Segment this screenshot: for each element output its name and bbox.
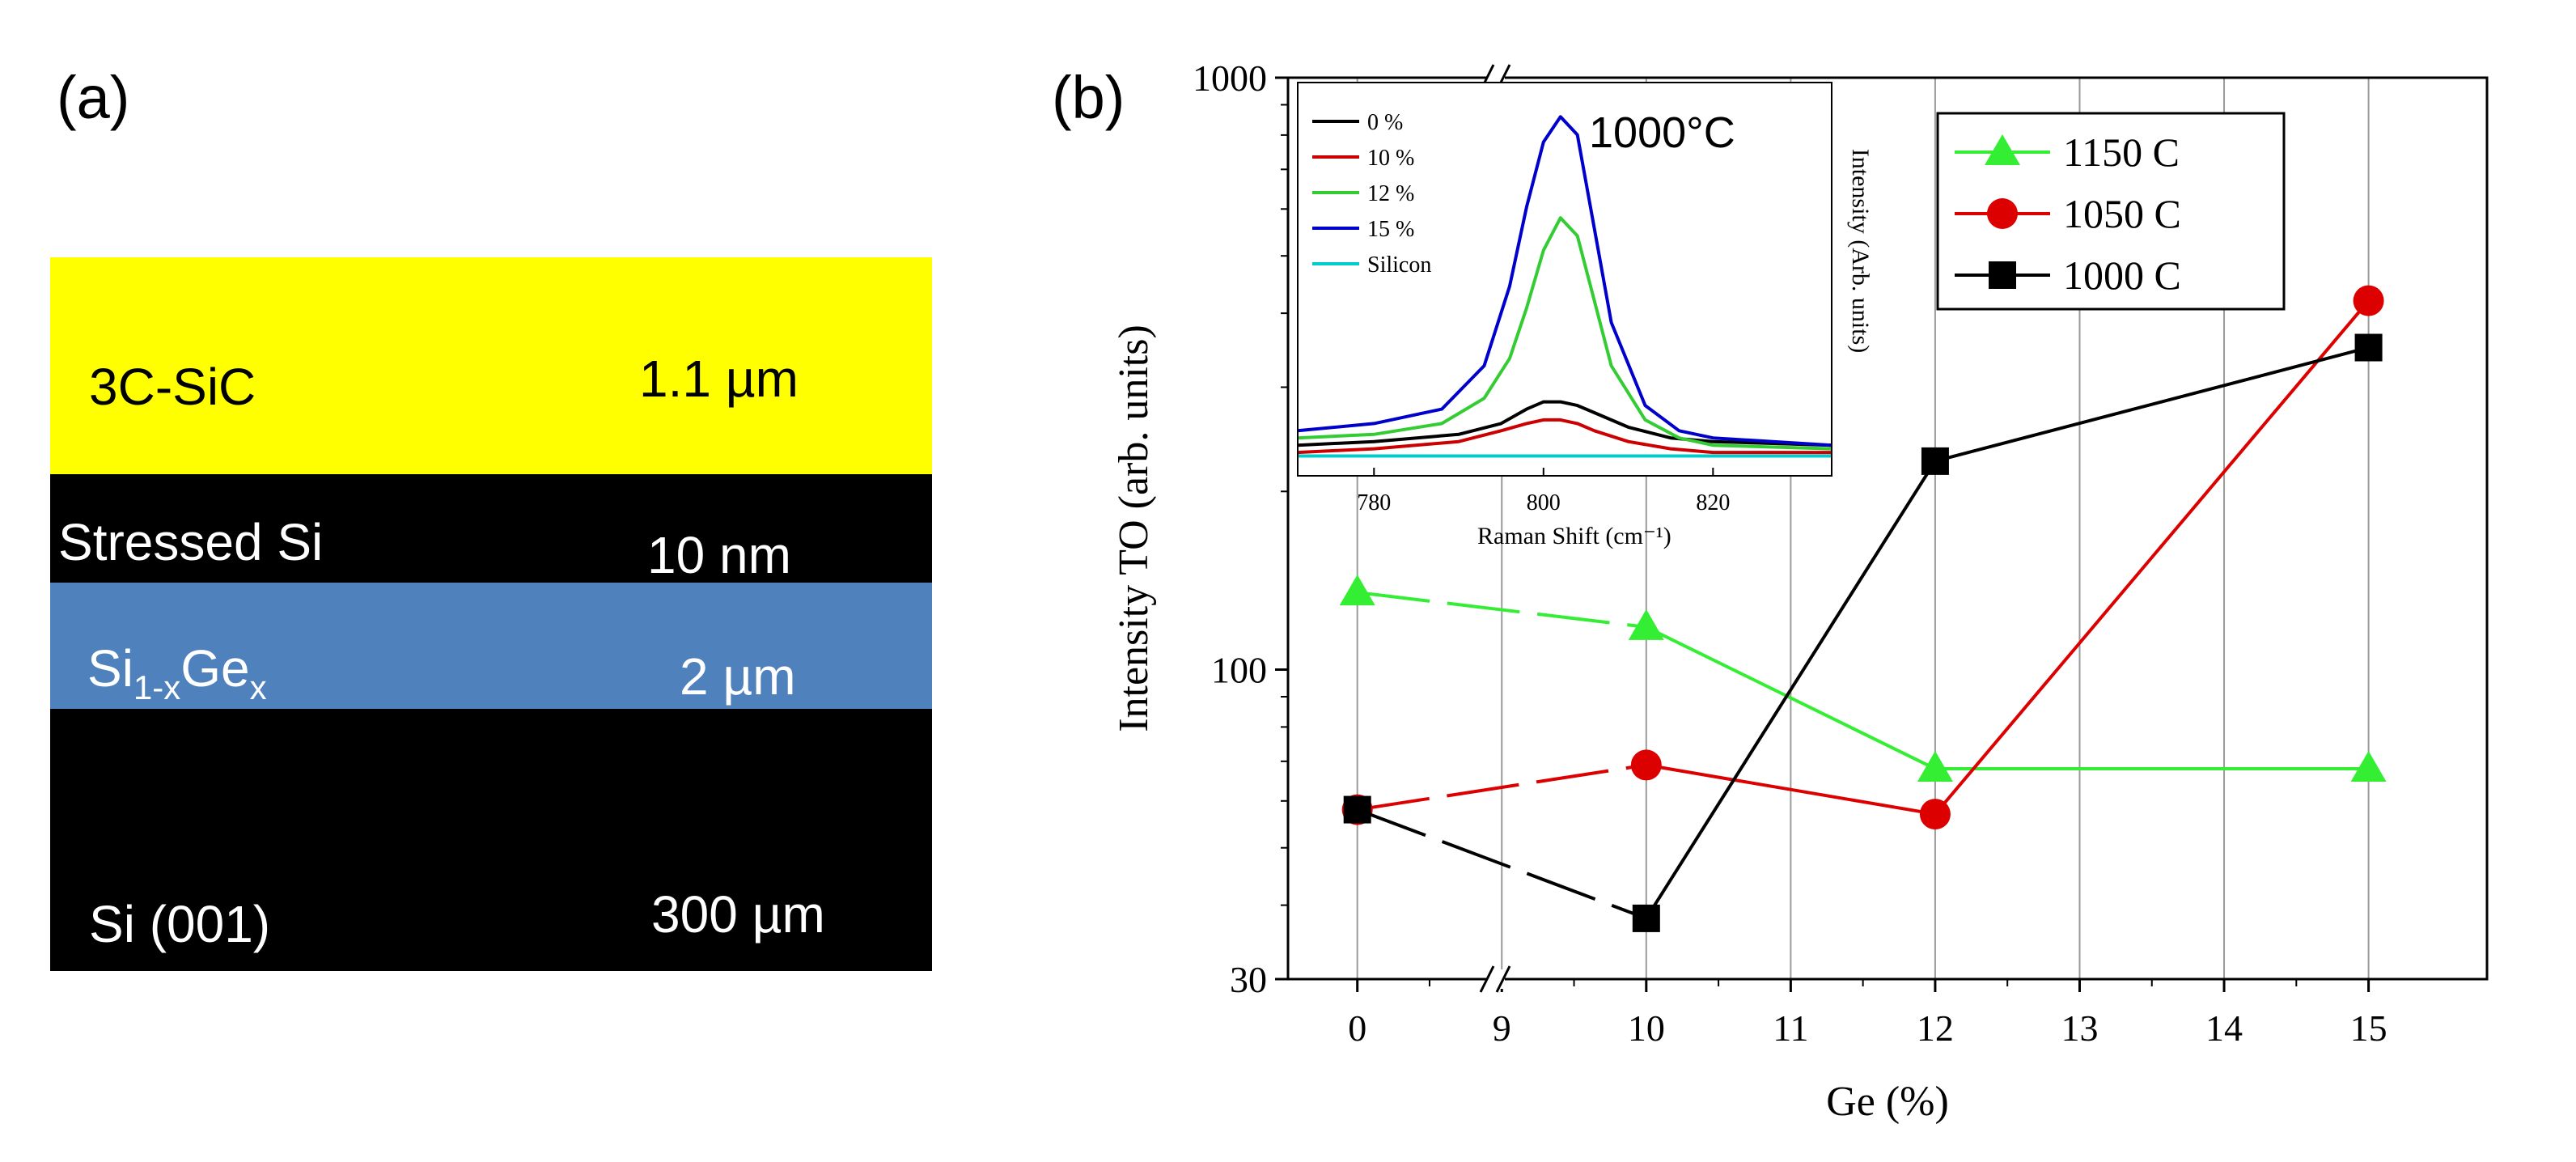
main-x-tick-label: 14: [2205, 1007, 2243, 1049]
inset-chart: 780 800 820 0 %10 %12 %15 %Silicon 1000°C …: [1297, 82, 1874, 549]
main-y-tick-label: 100: [1211, 650, 1267, 691]
inset-x-tick-label: 820: [1696, 490, 1730, 515]
main-legend-marker: [1989, 261, 2016, 289]
inset-series-15-line: [1297, 115, 1832, 447]
main-x-tick-label: 10: [1628, 1007, 1665, 1049]
inset-legend-label: 0 %: [1367, 110, 1403, 135]
main-data-point: [2353, 285, 2384, 316]
layer-sige-name-sub2: x: [250, 668, 267, 706]
inset-title: 1000°C: [1589, 108, 1735, 157]
layer-sige-name-si: Si: [87, 639, 133, 698]
layer-si-substrate: [50, 709, 932, 971]
main-x-tick-label: 13: [2061, 1007, 2098, 1049]
layer-sige: [50, 583, 932, 709]
inset-series-12-line: [1297, 216, 1832, 451]
inset-legend-label: 10 %: [1367, 146, 1414, 171]
main-series-1050-c: [1341, 285, 2384, 830]
main-series-1150-c: [1339, 575, 2387, 782]
main-plot-frame: [1286, 76, 2489, 981]
main-x-axis-title: Ge (%): [1826, 1079, 1949, 1125]
inset-frame: [1297, 82, 1832, 477]
inset-legend-label: 15 %: [1367, 217, 1414, 242]
main-data-point: [1343, 795, 1371, 824]
inset-background: [1298, 83, 1832, 476]
inset-series: [1297, 115, 1832, 458]
layer-sige-name: Si1-xGex: [87, 639, 267, 706]
main-series-segment: [1645, 460, 1937, 919]
panel-b: (b) 0 9 10 11 12 13 14 15 30 100 1000 Ge (%) Inten…: [1052, 57, 2489, 1125]
panel-a-label: (a): [57, 64, 129, 131]
inset-y-axis-title: Intensity (Arb. units): [1847, 149, 1874, 353]
main-legend-label: 1150 C: [2063, 129, 2180, 175]
main-series-segment: [1645, 626, 1936, 770]
main-series-segment: [1357, 763, 1647, 812]
main-legend-items: 1150 C 1050 C 1000 C: [1955, 129, 2181, 298]
main-series-segment: [1357, 808, 1647, 920]
main-x-tick-label: 15: [2350, 1007, 2387, 1049]
main-x-tick-label: 9: [1493, 1007, 1511, 1049]
main-y-tick-label: 30: [1230, 959, 1267, 1000]
panel-a: (a) 3C-SiC 1.1 µm Stressed Si 10 nm Si1-…: [50, 64, 932, 971]
main-x-tick-label: 0: [1348, 1007, 1366, 1049]
panel-b-label: (b): [1052, 64, 1125, 131]
inset-x-axis-title: Raman Shift (cm⁻¹): [1477, 523, 1671, 549]
main-series-segment: [1934, 346, 2370, 463]
main-data-point: [2350, 751, 2387, 782]
main-data-point: [1630, 749, 1662, 781]
main-data-point: [1628, 609, 1664, 640]
main-series-segment: [1357, 591, 1647, 629]
main-legend-marker: [1987, 198, 2018, 229]
layer-sige-name-ge: Ge: [180, 639, 249, 698]
axis-break-line: [1479, 965, 1495, 993]
main-legend-marker: [1985, 134, 2020, 165]
layer-3c-sic-thickness: 1.1 µm: [639, 350, 799, 408]
main-data-point: [1919, 799, 1951, 830]
inset-ticks: 780 800 820: [1357, 468, 1730, 515]
main-y-axis-title: Intensity TO (arb. units): [1111, 324, 1157, 732]
main-y-tick-label: 1000: [1193, 57, 1267, 99]
main-data-point: [1632, 904, 1660, 932]
main-legend-label: 1050 C: [2063, 191, 2181, 236]
main-series-1000-c: [1343, 333, 2383, 932]
inset-legend-label: 12 %: [1367, 181, 1414, 206]
layer-3c-sic-name: 3C-SiC: [89, 358, 256, 416]
main-legend-label: 1000 C: [2063, 252, 2181, 298]
layer-stressed-si-thickness: 10 nm: [647, 526, 791, 584]
inset-x-tick-label: 780: [1357, 490, 1391, 515]
main-x-tick-label: 11: [1773, 1007, 1808, 1049]
inset-x-tick-label: 800: [1527, 490, 1561, 515]
main-series-segment: [1934, 299, 2371, 816]
layer-sige-name-sub1: 1-x: [133, 668, 180, 706]
layer-stressed-si-name: Stressed Si: [58, 513, 323, 571]
layer-3c-sic: [50, 257, 932, 474]
axis-break-line: [1495, 965, 1511, 993]
main-data-point: [1339, 575, 1375, 606]
main-data-point: [2354, 333, 2383, 362]
main-legend: 1150 C 1050 C 1000 C: [1936, 112, 2286, 311]
main-x-tick-label: 12: [1917, 1007, 1954, 1049]
inset-series-10-line: [1297, 418, 1832, 455]
layer-si-substrate-thickness: 300 µm: [651, 885, 825, 944]
layer-si-substrate-name: Si (001): [89, 895, 270, 953]
main-ticks: 0 9 10 11 12 13 14 15 30 100 1000: [1193, 57, 2387, 1049]
main-data-point: [1921, 447, 1949, 475]
main-data-point: [1917, 751, 1953, 782]
inset-legend-label: Silicon: [1367, 252, 1431, 278]
main-series: [1339, 285, 2387, 932]
inset-legend: 0 % 10 % 12 % 15 % Silicon: [1312, 110, 1431, 278]
layer-sige-thickness: 2 µm: [680, 647, 796, 706]
inset-series-0-line: [1297, 400, 1832, 447]
layer-stressed-si: [50, 474, 932, 583]
main-series-segment: [1646, 763, 1936, 816]
